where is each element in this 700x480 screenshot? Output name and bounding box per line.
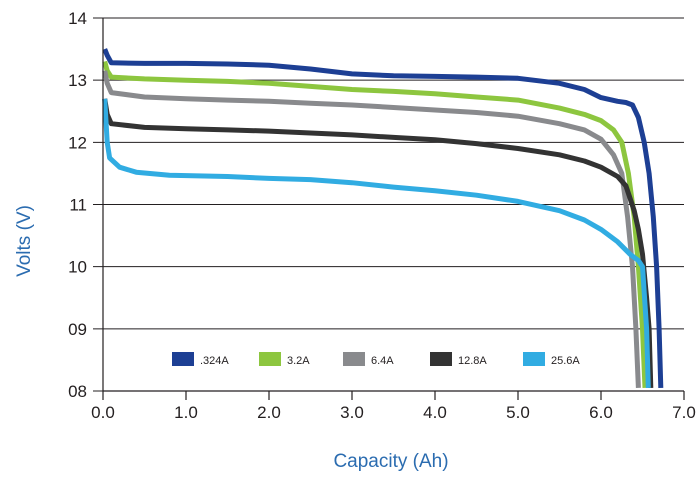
x-tick-label: 0.0 bbox=[91, 403, 115, 422]
y-tick-label: 14 bbox=[68, 9, 87, 28]
y-tick-label: 09 bbox=[68, 320, 87, 339]
x-tick-label: 5.0 bbox=[506, 403, 530, 422]
legend-label: 6.4A bbox=[371, 355, 394, 367]
y-tick-label: 12 bbox=[68, 133, 87, 152]
series-line bbox=[102, 70, 641, 389]
legend-label: 3.2A bbox=[287, 355, 310, 367]
legend-swatch bbox=[430, 352, 452, 366]
legend-swatch bbox=[343, 352, 365, 366]
legend-item: 3.2A bbox=[259, 352, 310, 367]
x-axis-title: Capacity (Ah) bbox=[333, 451, 448, 472]
legend-item: 12.8A bbox=[430, 352, 487, 367]
series-line bbox=[102, 60, 648, 389]
x-tick-label: 6.0 bbox=[589, 403, 613, 422]
y-axis-title: Volts (V) bbox=[14, 205, 35, 277]
y-tick-label: 13 bbox=[68, 71, 87, 90]
x-tick-label: 1.0 bbox=[174, 403, 198, 422]
legend-swatch bbox=[259, 352, 281, 366]
y-tick-label: 10 bbox=[68, 258, 87, 277]
legend-label: 12.8A bbox=[458, 355, 487, 367]
series-layer bbox=[102, 48, 664, 389]
legend-item: .324A bbox=[172, 352, 229, 367]
series-line bbox=[102, 98, 654, 388]
legend-swatch bbox=[172, 352, 194, 366]
y-tick-label: 08 bbox=[68, 382, 87, 401]
x-tick-label: 4.0 bbox=[423, 403, 447, 422]
y-tick-label: 11 bbox=[69, 196, 87, 215]
legend-item: 6.4A bbox=[343, 352, 394, 367]
x-tick-label: 3.0 bbox=[340, 403, 364, 422]
series-line bbox=[102, 48, 664, 388]
legend-label: .324A bbox=[200, 355, 229, 367]
axis-layer: 08 09 10 11 12 13 14 0.0 1.0 2.0 3.0 4.0 5.0 6.0 7.0 bbox=[68, 9, 696, 422]
legend-swatch bbox=[523, 352, 545, 366]
series-line bbox=[102, 98, 651, 388]
legend-label: 25.6A bbox=[551, 355, 580, 367]
x-tick-label: 2.0 bbox=[257, 403, 281, 422]
x-tick-label: 7.0 bbox=[672, 403, 696, 422]
legend: .324A 3.2A 6.4A 12.8A 25.6A bbox=[172, 352, 580, 367]
legend-item: 25.6A bbox=[523, 352, 580, 367]
